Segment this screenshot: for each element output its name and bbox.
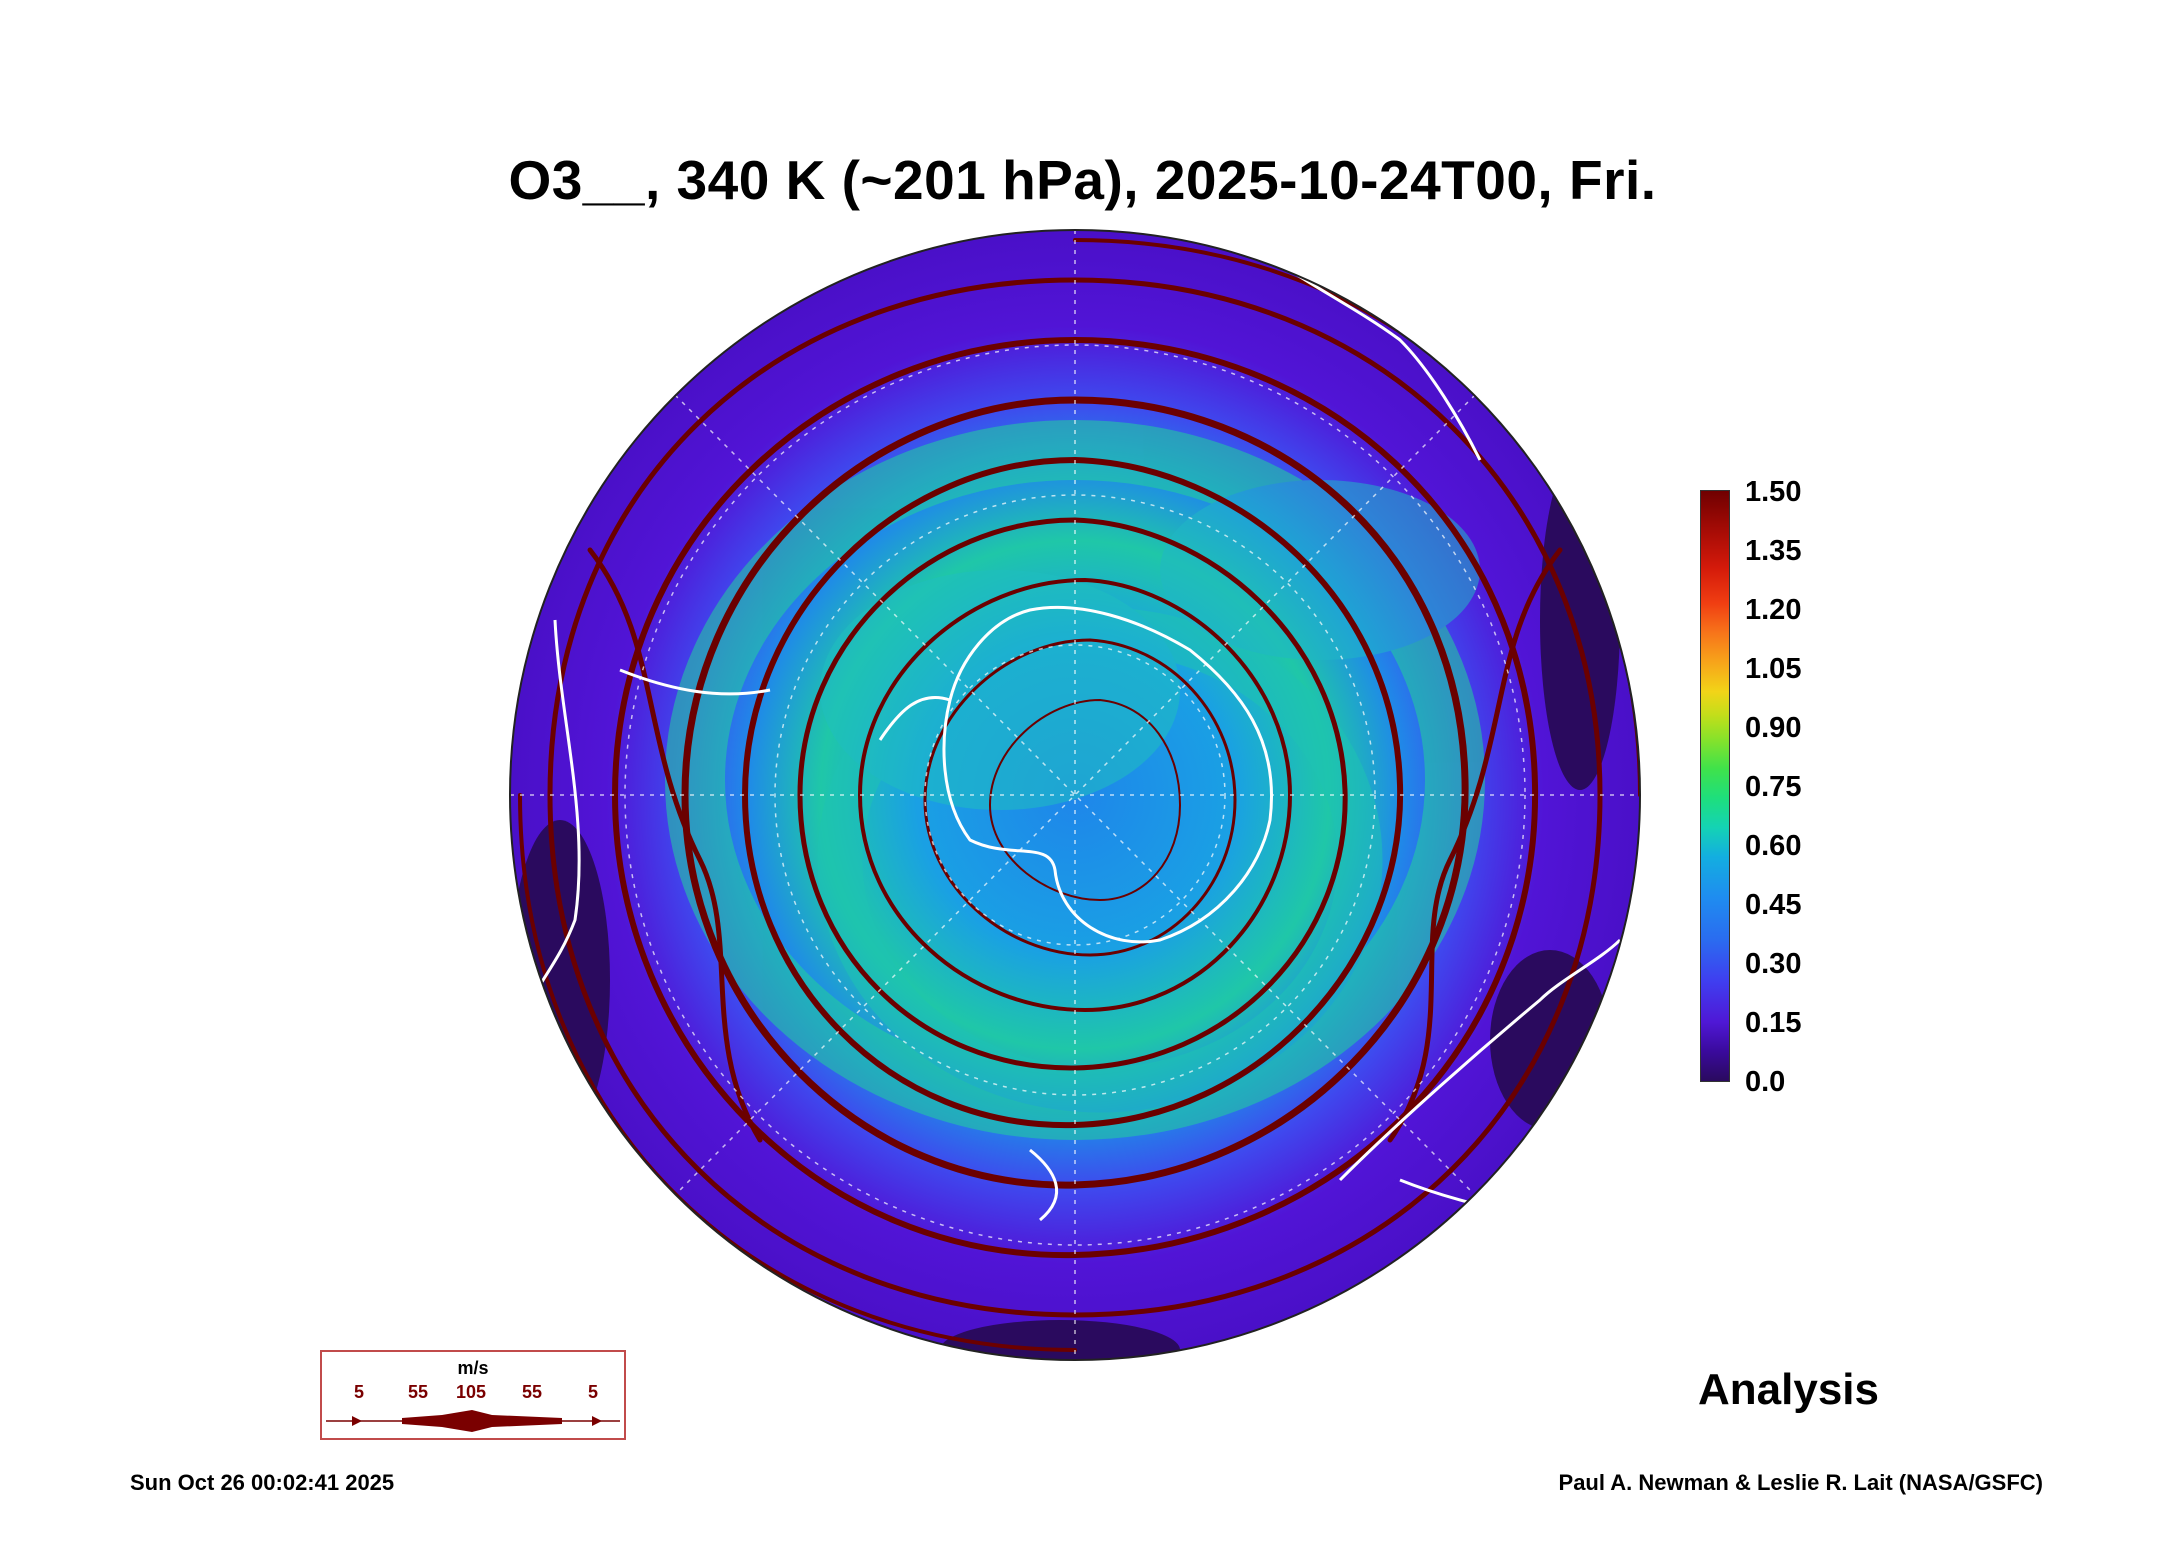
wind-speed-legend: m/s 5 55 105 55 5 xyxy=(320,1350,626,1440)
streamlines xyxy=(518,238,1640,1352)
colorbar-tick: 0.90 xyxy=(1745,712,1802,744)
colorbar-tick: 0.45 xyxy=(1745,889,1802,921)
wind-legend-label: 55 xyxy=(408,1382,429,1402)
colorbar-tick: 0.0 xyxy=(1745,1066,1786,1098)
footer-timestamp: Sun Oct 26 00:02:41 2025 xyxy=(130,1470,395,1495)
wind-legend-label: 55 xyxy=(522,1382,543,1402)
wind-legend-label: 105 xyxy=(456,1382,487,1402)
footer-credit: Paul A. Newman & Leslie R. Lait (NASA/GS… xyxy=(1558,1470,2043,1495)
colorbar-tick: 1.20 xyxy=(1745,594,1802,626)
colorbar xyxy=(1700,490,1730,1082)
colorbar-tick: 0.15 xyxy=(1745,1007,1802,1039)
analysis-label: Analysis xyxy=(1698,1365,1879,1414)
colorbar-tick: 1.05 xyxy=(1745,653,1802,685)
colorbar-tick: 1.50 xyxy=(1745,476,1802,508)
polar-map xyxy=(509,229,1641,1361)
colorbar-tick: 1.35 xyxy=(1745,535,1802,567)
wind-legend-arrow xyxy=(326,1410,620,1432)
wind-legend-label: 5 xyxy=(354,1382,365,1402)
wind-legend-unit: m/s xyxy=(457,1358,489,1378)
grid-lines xyxy=(510,230,1640,1360)
wind-legend-label: 5 xyxy=(588,1382,599,1402)
colorbar-tick: 0.75 xyxy=(1745,771,1802,803)
chart-title: O3__, 340 K (~201 hPa), 2025-10-24T00, F… xyxy=(508,149,1657,211)
colorbar-tick: 0.30 xyxy=(1745,948,1802,980)
colorbar-tick: 0.60 xyxy=(1745,830,1802,862)
